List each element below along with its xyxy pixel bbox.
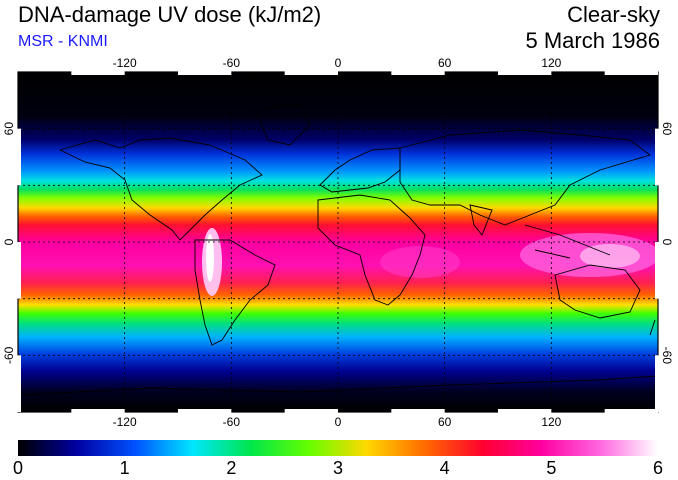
frame-segment — [17, 128, 21, 186]
top-lon-tick-label: 0 — [335, 56, 342, 70]
source-label: MSR - KNMI — [18, 33, 108, 50]
right-lat-tick-label: 60 — [660, 122, 674, 136]
graticule — [18, 72, 658, 412]
bottom-lon-tick-label: 60 — [438, 415, 452, 429]
frame-segment — [655, 242, 659, 299]
andes-peak — [206, 234, 214, 282]
frame-ticks — [17, 71, 659, 413]
left-lat-tick-label: 0 — [2, 238, 16, 245]
frame-segment — [284, 409, 338, 413]
colorbar-tick-label: 1 — [119, 458, 130, 478]
frame-segment — [498, 409, 552, 413]
colorbar — [18, 440, 658, 456]
colorbar-tick-label: 3 — [332, 458, 344, 478]
frame-segment — [71, 71, 125, 75]
date-label: 5 March 1986 — [525, 28, 660, 53]
frame-segment — [655, 355, 659, 412]
frame-segment — [71, 409, 125, 413]
frame-segment — [391, 409, 445, 413]
colorbar-tick-label: 6 — [652, 458, 664, 478]
frame-segment — [604, 71, 658, 75]
top-lon-tick-label: 120 — [541, 56, 561, 70]
top-lon-tick-label: -120 — [113, 56, 137, 70]
frame-segment — [604, 409, 658, 413]
map-title: DNA-damage UV dose (kJ/m2) — [18, 2, 322, 27]
frame-segment — [391, 71, 445, 75]
frame-segment — [178, 409, 232, 413]
colorbar-tick-label: 5 — [546, 458, 557, 478]
frame-segment — [655, 128, 659, 186]
colorbar-tick-label: 0 — [12, 458, 24, 478]
bottom-lon-tick-label: -60 — [223, 415, 241, 429]
bottom-lon-tick-label: 0 — [335, 415, 342, 429]
left-lat-tick-label: -60 — [2, 346, 16, 364]
pacific-peak — [580, 244, 640, 268]
top-lon-tick-label: 60 — [438, 56, 452, 70]
frame-segment — [284, 71, 338, 75]
frame-segment — [17, 242, 21, 299]
africa-high-dose-patch — [380, 246, 460, 278]
right-lat-tick-label: -60 — [660, 347, 674, 365]
tick-labels: -120 -60 0 60 120 -120 -60 0 60 120 60 0 -60 60 0 -60 — [2, 56, 674, 429]
coastlines — [19, 104, 657, 396]
top-lon-tick-label: -60 — [223, 56, 241, 70]
left-lat-tick-label: 60 — [2, 122, 16, 136]
bottom-lon-tick-label: -120 — [113, 415, 137, 429]
colorbar-tick-label: 2 — [226, 458, 237, 478]
sky-condition-label: Clear-sky — [567, 2, 660, 27]
colorbar-tick-label: 4 — [439, 458, 450, 478]
frame-segment — [17, 355, 21, 412]
frame-segment — [498, 71, 552, 75]
frame-segment — [178, 71, 232, 75]
right-lat-tick-label: 0 — [660, 239, 674, 246]
bottom-lon-tick-label: 120 — [541, 415, 561, 429]
